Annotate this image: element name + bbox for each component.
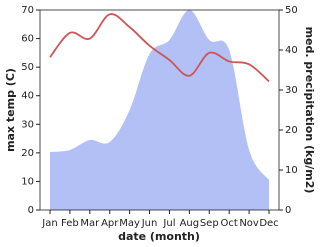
y-tick-label: 10 — [21, 176, 34, 187]
y-tick-label: 70 — [21, 5, 34, 16]
y2-tick-label: 0 — [285, 205, 291, 216]
x-axis-label: date (month) — [118, 230, 200, 243]
temperature-line — [49, 13, 270, 83]
x-tick-label: Oct — [221, 218, 238, 229]
y2-tick-label: 20 — [285, 125, 298, 136]
y-axis-label: max temp (C) — [4, 68, 17, 152]
y-tick-label: 50 — [21, 62, 34, 73]
y-tick-label: 20 — [21, 148, 34, 159]
x-tick-label: Apr — [101, 218, 119, 229]
y-tick-label: 60 — [21, 34, 34, 45]
x-tick-label: Jan — [41, 218, 57, 229]
y2-tick-label: 50 — [285, 5, 298, 16]
precipitation-area — [50, 10, 269, 210]
y-tick-label: 0 — [28, 205, 34, 216]
y2-tick-label: 30 — [285, 85, 298, 96]
x-tick-label: Mar — [80, 218, 100, 229]
x-tick-label: Aug — [180, 218, 200, 229]
y2-tick-label: 10 — [285, 165, 298, 176]
y2-axis-label: med. precipitation (kg/m2) — [303, 27, 316, 194]
y-tick-label: 40 — [21, 91, 34, 102]
x-tick-label: Jun — [141, 218, 158, 229]
x-tick-label: May — [119, 218, 140, 229]
plot-frame — [39, 9, 280, 211]
y2-tick-label: 40 — [285, 45, 298, 56]
x-tick-label: Jul — [162, 218, 175, 229]
x-tick-label: Nov — [239, 218, 259, 229]
x-tick-label: Feb — [61, 218, 79, 229]
x-tick-label: Dec — [259, 218, 278, 229]
y-tick-label: 30 — [21, 119, 34, 130]
x-tick-label: Sep — [200, 218, 219, 229]
